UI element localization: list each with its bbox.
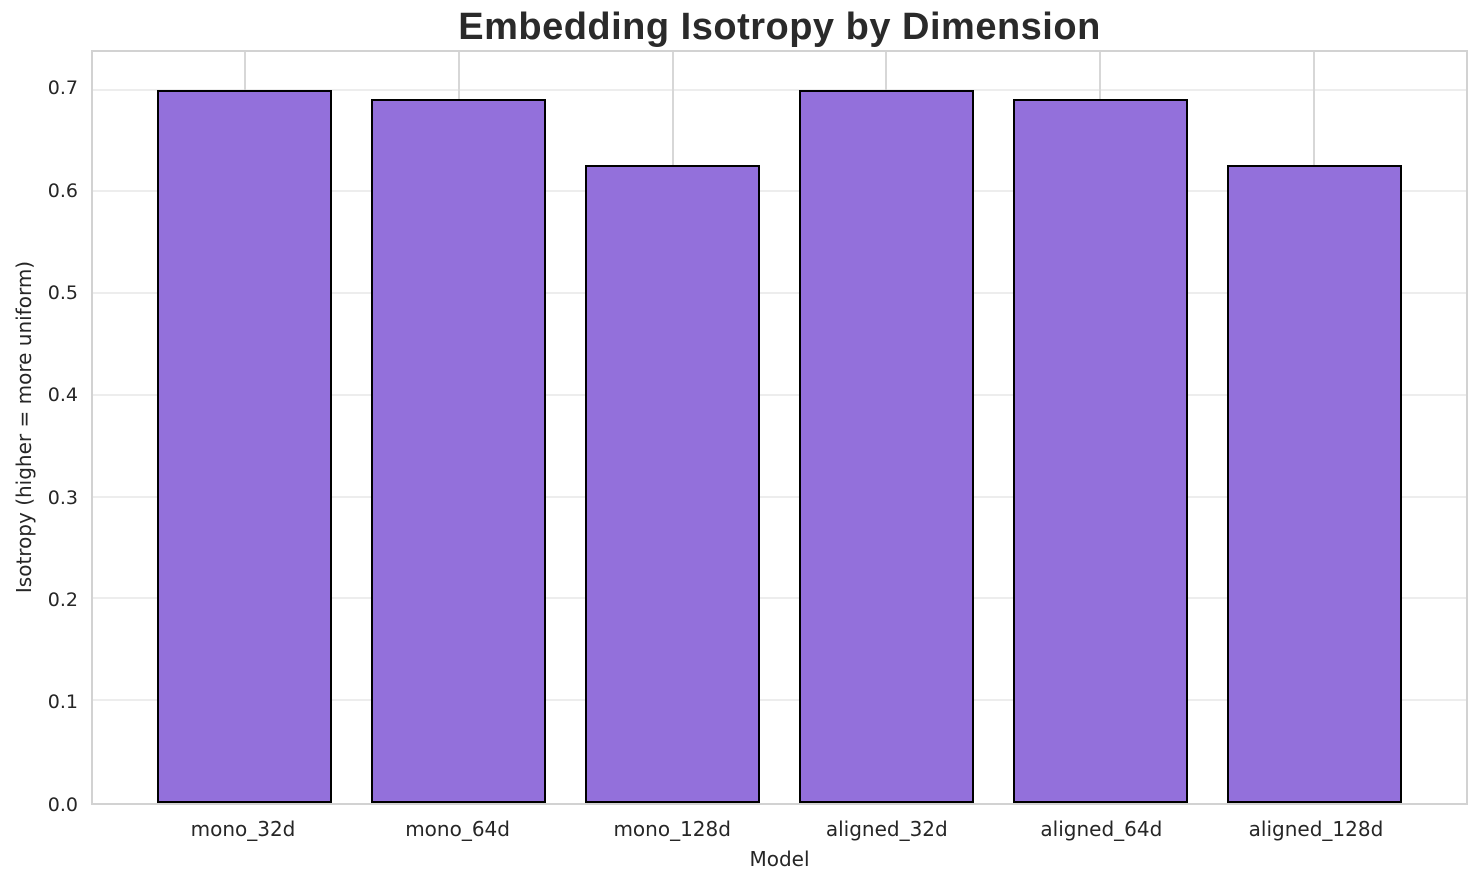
bar-aligned_64d [1013, 98, 1188, 803]
gridline-horizontal [93, 292, 1466, 295]
x-tick-label: aligned_128d [1248, 817, 1384, 841]
x-axis-label: Model [749, 847, 810, 871]
gridline-horizontal [93, 88, 1466, 91]
y-tick-label: 0.3 [47, 486, 78, 509]
gridline-horizontal [93, 699, 1466, 702]
y-tick-label: 0.0 [47, 793, 78, 816]
gridline-horizontal [93, 393, 1466, 396]
y-tick-label: 0.7 [47, 77, 78, 100]
chart-title: Embedding Isotropy by Dimension [458, 6, 1101, 48]
bar-aligned_32d [799, 89, 974, 803]
x-tick-label: mono_128d [613, 817, 731, 841]
y-tick-label: 0.2 [47, 588, 78, 611]
y-tick-label: 0.5 [47, 281, 78, 304]
x-tick-label: mono_64d [405, 817, 510, 841]
plot-area [91, 50, 1468, 805]
y-tick-label: 0.1 [47, 691, 78, 714]
y-tick-label: 0.6 [47, 179, 78, 202]
bar-mono_64d [371, 98, 546, 803]
bar-mono_128d [585, 164, 760, 803]
bar-aligned_128d [1227, 164, 1402, 803]
x-tick-label: aligned_32d [825, 817, 948, 841]
gridline-horizontal [93, 190, 1466, 193]
y-axis-label: Isotropy (higher = more uniform) [12, 260, 36, 594]
y-tick-label: 0.4 [47, 384, 78, 407]
x-tick-label: aligned_64d [1040, 817, 1163, 841]
gridline-horizontal [93, 495, 1466, 498]
x-tick-label: mono_32d [190, 817, 296, 841]
bar-mono_32d [157, 89, 332, 803]
gridline-horizontal [93, 597, 1466, 600]
